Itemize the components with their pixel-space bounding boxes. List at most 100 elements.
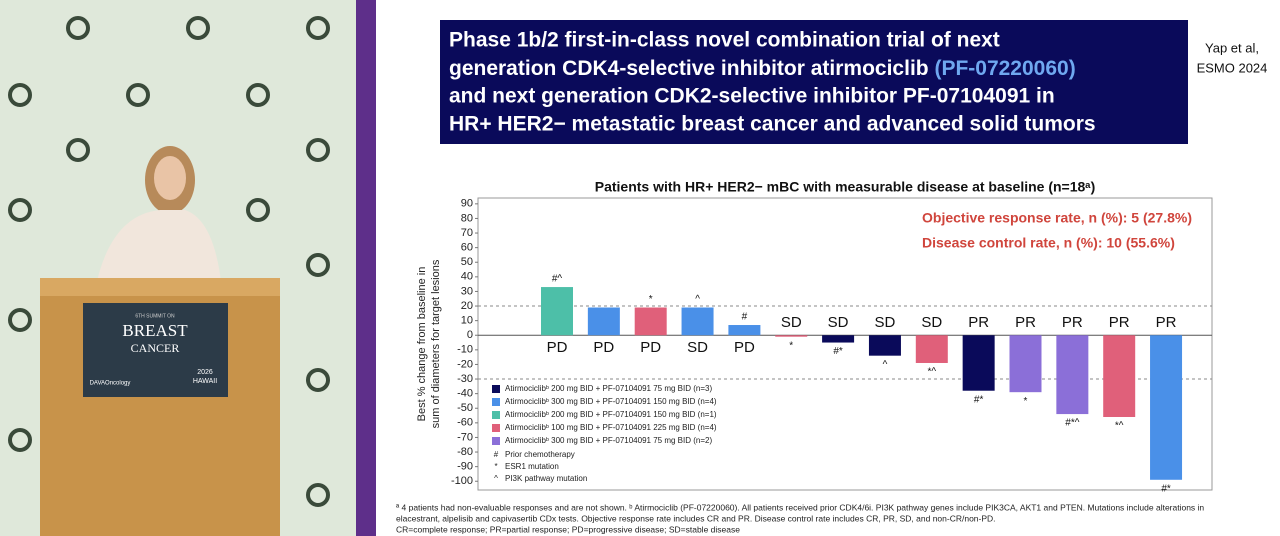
response-label: SD (875, 314, 896, 331)
response-label: PR (968, 314, 989, 331)
podium-top (40, 278, 280, 296)
y-tick-label: -90 (457, 461, 473, 473)
legend-label: Atirmociclibᵇ 100 mg BID + PF-07104091 2… (505, 423, 717, 432)
bar (822, 335, 855, 343)
annotation: Disease control rate, n (%): 10 (55.6%) (922, 235, 1175, 251)
speaker-body (95, 210, 222, 290)
bar-marker: #*^ (1065, 418, 1079, 429)
bar (634, 307, 667, 336)
bar (1056, 335, 1089, 415)
purple-band (356, 0, 376, 536)
response-label: PR (1109, 314, 1130, 331)
legend-symbol: # (494, 450, 499, 459)
bar-marker: * (649, 294, 653, 305)
title-line: and next generation CDK2-selective inhib… (449, 85, 1055, 108)
podium-text: 2026 (197, 369, 213, 376)
legend-swatch (492, 385, 500, 393)
y-tick-label: 0 (467, 329, 473, 341)
legend-symbol-label: ESR1 mutation (505, 462, 559, 471)
y-tick-label: -80 (457, 446, 473, 458)
y-tick-label: -10 (457, 344, 473, 356)
y-tick-label: 70 (461, 227, 473, 239)
response-label: PR (1062, 314, 1083, 331)
legend-symbol-label: PI3K pathway mutation (505, 474, 587, 483)
legend-symbol: ^ (494, 474, 498, 483)
citation: Yap et al, (1205, 40, 1259, 55)
bar (587, 307, 620, 336)
y-tick-label: 40 (461, 271, 473, 283)
legend-swatch (492, 437, 500, 445)
y-tick-label: 30 (461, 285, 473, 297)
citation: ESMO 2024 (1197, 60, 1268, 75)
legend-label: Atirmociclibᵇ 300 mg BID + PF-07104091 1… (505, 397, 717, 406)
bar (775, 335, 808, 337)
slide-title: Phase 1b/2 first-in-class novel combinat… (449, 29, 1096, 136)
chart-title: Patients with HR+ HER2− mBC with measura… (595, 179, 1096, 195)
response-label: PD (593, 339, 614, 356)
y-tick-label: 60 (461, 242, 473, 254)
annotation: Objective response rate, n (%): 5 (27.8%… (922, 210, 1192, 226)
y-tick-label: 10 (461, 315, 473, 327)
title-box (440, 20, 1188, 144)
y-tick-label: -20 (457, 358, 473, 370)
bar (728, 325, 761, 336)
footnote: CR=complete response; PR=partial respons… (396, 524, 740, 534)
bar (868, 335, 901, 356)
bar (962, 335, 995, 391)
legend-label: Atirmociclibᵇ 200 mg BID + PF-07104091 7… (505, 384, 712, 393)
y-tick-label: 90 (461, 198, 473, 210)
bar-marker: *^ (928, 367, 937, 378)
response-label: PD (640, 339, 661, 356)
bar-marker: #^ (552, 274, 563, 285)
y-label-line: sum of diameters for target lesions (430, 259, 442, 428)
bar-marker: * (1024, 396, 1028, 407)
podium-text: 6TH SUMMIT ON (135, 313, 175, 319)
bar-marker: #* (833, 346, 843, 357)
bar-marker: * (789, 340, 793, 351)
response-label: SD (687, 339, 708, 356)
response-label: PR (1156, 314, 1177, 331)
bar-marker: #* (1161, 483, 1171, 494)
bar-marker: ^ (695, 294, 700, 305)
y-tick-label: 20 (461, 300, 473, 312)
title-line: HR+ HER2− metastatic breast cancer and a… (449, 113, 1096, 136)
y-axis-label: Best % change from baseline in sum of di… (416, 259, 442, 428)
y-label-line: Best % change from baseline in (416, 267, 428, 422)
y-tick-label: -100 (451, 475, 473, 487)
bar-marker: *^ (1115, 421, 1124, 432)
y-tick-label: -60 (457, 417, 473, 429)
podium-text: CANCER (131, 341, 180, 355)
bar (1103, 335, 1136, 417)
bar-marker: # (742, 312, 748, 323)
legend-swatch (492, 411, 500, 419)
y-tick-label: -50 (457, 402, 473, 414)
response-label: SD (828, 314, 849, 331)
y-tick-label: 50 (461, 256, 473, 268)
podium-text: HAWAII (193, 378, 217, 385)
footnotes: ª 4 patients had non-evaluable responses… (396, 502, 1204, 534)
title-line: Phase 1b/2 first-in-class novel combinat… (449, 29, 1000, 52)
footnote: elacestrant, alpelisib and capivasertib … (396, 513, 996, 523)
response-label: SD (781, 314, 802, 331)
legend-label: Atirmociclibᵇ 200 mg BID + PF-07104091 1… (505, 410, 717, 419)
y-tick-label: -30 (457, 373, 473, 385)
title-highlight: (PF-07220060) (934, 57, 1075, 80)
legend-swatch (492, 424, 500, 432)
plot-frame (477, 197, 1213, 491)
bar (681, 307, 714, 336)
bar (915, 335, 948, 363)
response-label: PD (734, 339, 755, 356)
y-tick-label: -40 (457, 388, 473, 400)
response-label: PR (1015, 314, 1036, 331)
legend-swatch (492, 398, 500, 406)
podium-text: BREAST (122, 321, 188, 340)
bar (541, 287, 573, 336)
legend-label: Atirmociclibᵇ 300 mg BID + PF-07104091 7… (505, 436, 712, 445)
bar-marker: #* (974, 394, 984, 405)
podium-sign (83, 303, 228, 397)
footnote: ª 4 patients had non-evaluable responses… (396, 502, 1204, 512)
backdrop-logos (8, 16, 330, 507)
bar (1009, 335, 1042, 393)
